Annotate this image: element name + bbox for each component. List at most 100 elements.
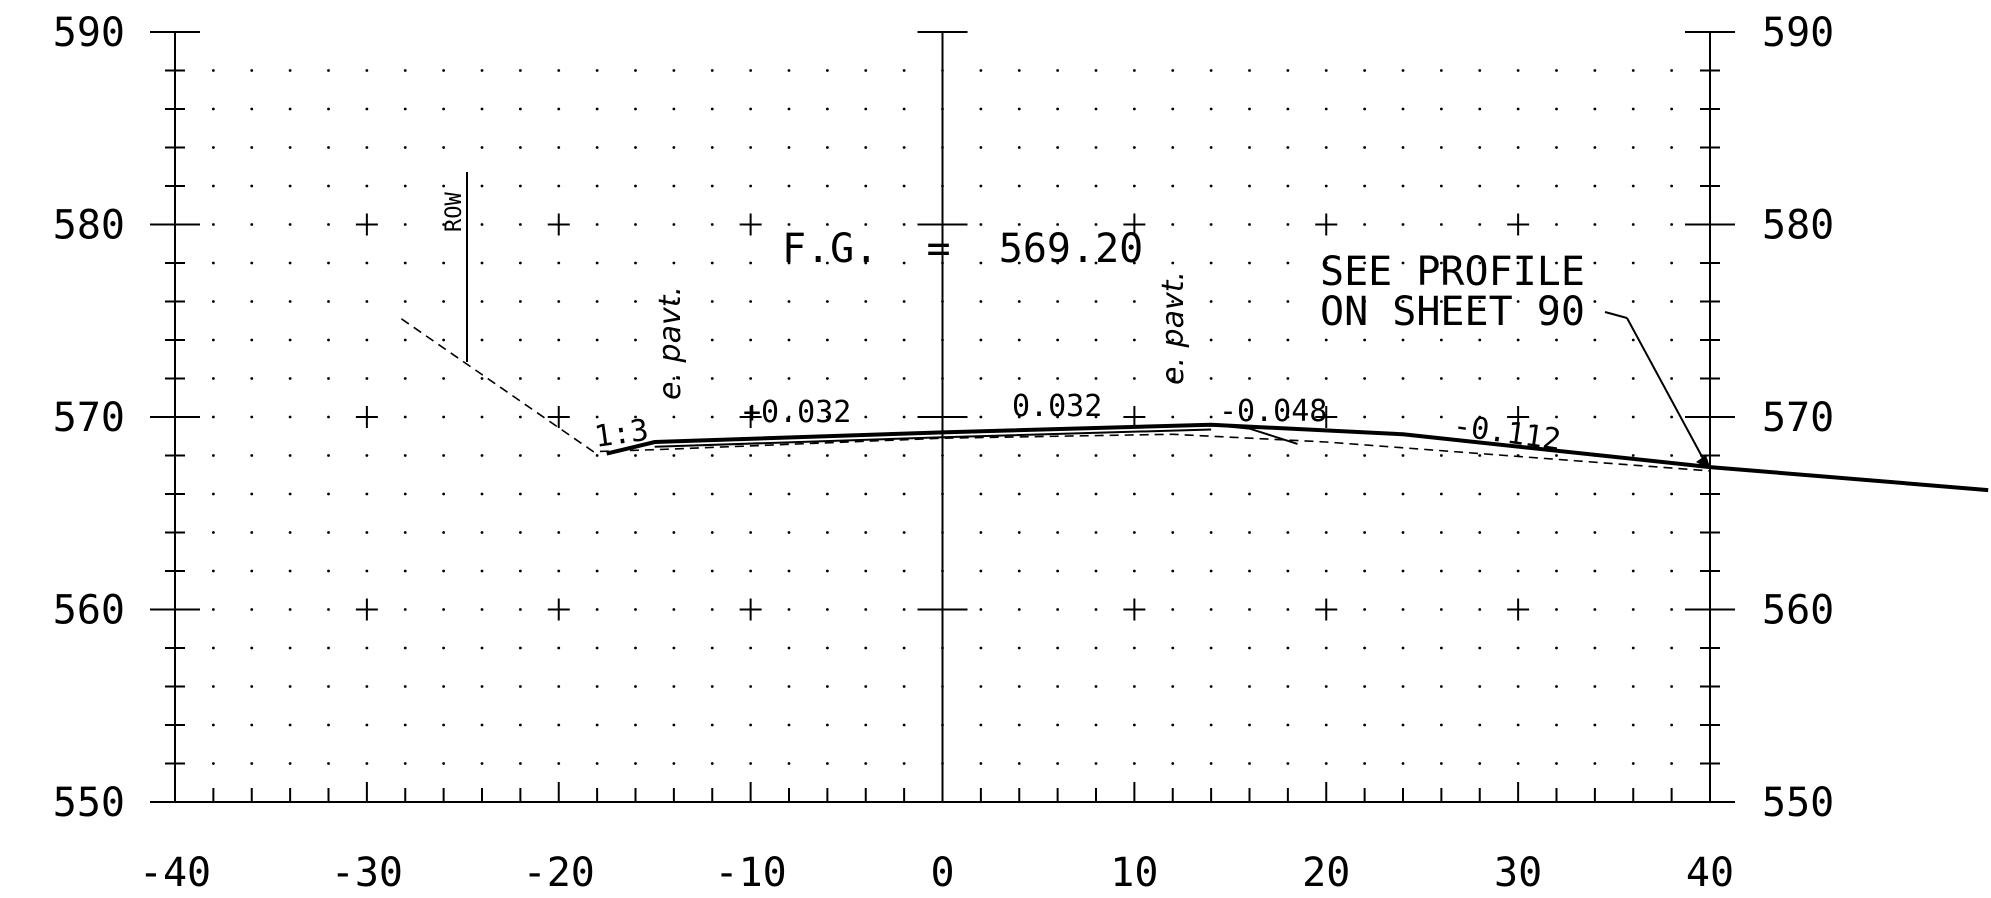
grid-dot [1555, 646, 1558, 650]
grid-dot [634, 300, 637, 303]
x-tick-label: 20 [1302, 850, 1350, 896]
grid-dot [480, 146, 484, 149]
grid-dot [518, 300, 522, 303]
grid-dot [518, 223, 522, 226]
grid-dot [1555, 492, 1558, 496]
grid-dot [595, 107, 599, 111]
grid-dot [1171, 646, 1175, 650]
grid-dot [480, 69, 484, 72]
grid-dot [595, 569, 599, 573]
grid-dot [979, 762, 983, 765]
grid-dot [710, 415, 714, 419]
grid-dot [327, 184, 330, 188]
grid-dot [1439, 261, 1443, 265]
grid-dot [211, 723, 215, 727]
grid-dot [1056, 492, 1060, 496]
grid-dot [1171, 69, 1175, 72]
grid-dot [749, 723, 753, 727]
grid-dot [1056, 646, 1060, 650]
grid-dot [1017, 300, 1021, 303]
grid-dot [1555, 531, 1558, 534]
grid-dot [1516, 107, 1520, 111]
grid-dot [1324, 685, 1328, 688]
grid-dot [1017, 762, 1021, 765]
grid-dot [1248, 723, 1251, 727]
grid-dot [1516, 69, 1520, 72]
grid-dot [1171, 762, 1175, 765]
grid-dot [1132, 762, 1136, 765]
grid-dot [1094, 646, 1098, 650]
grid-dot [1286, 492, 1290, 496]
grid-dot [1478, 107, 1482, 111]
grid-dot [1516, 646, 1520, 650]
grid-dot [1516, 146, 1520, 149]
grid-dot [480, 223, 484, 226]
grid-dot [710, 300, 714, 303]
grid-dot [1171, 685, 1175, 688]
grid-dot [634, 107, 637, 111]
grid-dot [787, 377, 791, 380]
grid-dot [518, 685, 522, 688]
grid-dot [902, 107, 906, 111]
grid-dot [1593, 184, 1597, 188]
grid-dot [1631, 338, 1635, 342]
grid-dot [864, 646, 868, 650]
grid-dot [1593, 646, 1597, 650]
grid-dot [327, 261, 330, 265]
grid-dot [902, 300, 906, 303]
grid-dot [825, 569, 829, 573]
grid-dot [1478, 69, 1482, 72]
grid-dot [211, 492, 215, 496]
grid-dot [327, 531, 330, 534]
grid-dot [1171, 184, 1175, 188]
grid-dot [211, 608, 215, 611]
grid-dot [634, 646, 637, 650]
grid-dot [1017, 454, 1021, 457]
y-tick-label-right: 560 [1762, 588, 1834, 634]
grid-dot [710, 377, 714, 380]
grid-dot [211, 454, 215, 457]
grid-dot [825, 69, 829, 72]
grid-dot [250, 146, 254, 149]
grid-dot [1248, 146, 1251, 149]
grid-dot [1363, 685, 1367, 688]
grid-dot [1401, 762, 1405, 765]
grid-dot [1248, 300, 1251, 303]
grid-dot [710, 146, 714, 149]
grid-dot [1401, 415, 1405, 419]
grid-dot [288, 762, 292, 765]
cross-slope-label-1: +0.032 [743, 395, 851, 430]
grid-dot [979, 454, 983, 457]
grid-dot [1439, 377, 1443, 380]
grid-dot [864, 377, 868, 380]
grid-dot [250, 223, 254, 226]
grid-dot [557, 300, 561, 303]
grid-dot [825, 107, 829, 111]
grid-dot [1439, 723, 1443, 727]
grid-dot [902, 569, 906, 573]
grid-dot [1593, 107, 1597, 111]
grid-dot [480, 685, 484, 688]
grid-dot [518, 338, 522, 342]
grid-dot [480, 608, 484, 611]
grid-dot [250, 492, 254, 496]
grid-dot [403, 223, 407, 226]
grid-dot [1593, 762, 1597, 765]
grid-dot [1056, 338, 1060, 342]
grid-dot [1363, 723, 1367, 727]
grid-dot [1209, 223, 1213, 226]
grid-dot [595, 608, 599, 611]
grid-dot [634, 146, 637, 149]
grid-dot [365, 762, 369, 765]
grid-dot [1439, 454, 1443, 457]
grid-dot [825, 184, 829, 188]
grid-dot [1478, 146, 1482, 149]
grid-dot [749, 261, 753, 265]
grid-dot [1132, 338, 1136, 342]
grid-dot [1401, 261, 1405, 265]
grid-dot [403, 69, 407, 72]
grid-dot [1209, 723, 1213, 727]
grid-dot [1171, 338, 1175, 342]
grid-dot [749, 569, 753, 573]
grid-dot [250, 107, 254, 111]
